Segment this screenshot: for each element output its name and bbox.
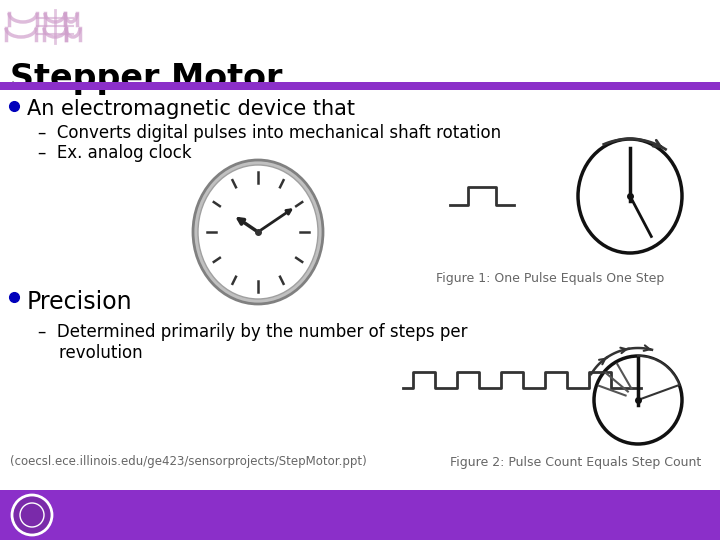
- Text: Precision: Precision: [27, 290, 132, 314]
- Text: An electromagnetic device that: An electromagnetic device that: [27, 99, 355, 119]
- Ellipse shape: [193, 160, 323, 304]
- Text: (coecsl.ece.illinois.edu/ge423/sensorprojects/StepMotor.ppt): (coecsl.ece.illinois.edu/ge423/sensorpro…: [10, 455, 366, 468]
- Ellipse shape: [198, 165, 318, 299]
- Text: 14: 14: [682, 507, 705, 525]
- Text: –  Converts digital pulses into mechanical shaft rotation: – Converts digital pulses into mechanica…: [38, 124, 501, 142]
- Bar: [0, 490, 720, 540]
- Text: National Tsing Hua University: National Tsing Hua University: [62, 517, 266, 531]
- Text: 國立清華大學: 國立清華大學: [62, 498, 127, 516]
- Text: –  Ex. analog clock: – Ex. analog clock: [38, 144, 192, 162]
- Text: Figure 2: Pulse Count Equals Step Count: Figure 2: Pulse Count Equals Step Count: [451, 456, 701, 469]
- Text: Figure 1: One Pulse Equals One Step: Figure 1: One Pulse Equals One Step: [436, 272, 664, 285]
- Bar: [0, 82, 720, 90]
- Text: Stepper Motor: Stepper Motor: [10, 62, 282, 95]
- Circle shape: [12, 495, 52, 535]
- Circle shape: [594, 356, 682, 444]
- Wedge shape: [638, 356, 680, 400]
- Ellipse shape: [578, 139, 682, 253]
- Text: –  Determined primarily by the number of steps per
    revolution: – Determined primarily by the number of …: [38, 323, 467, 362]
